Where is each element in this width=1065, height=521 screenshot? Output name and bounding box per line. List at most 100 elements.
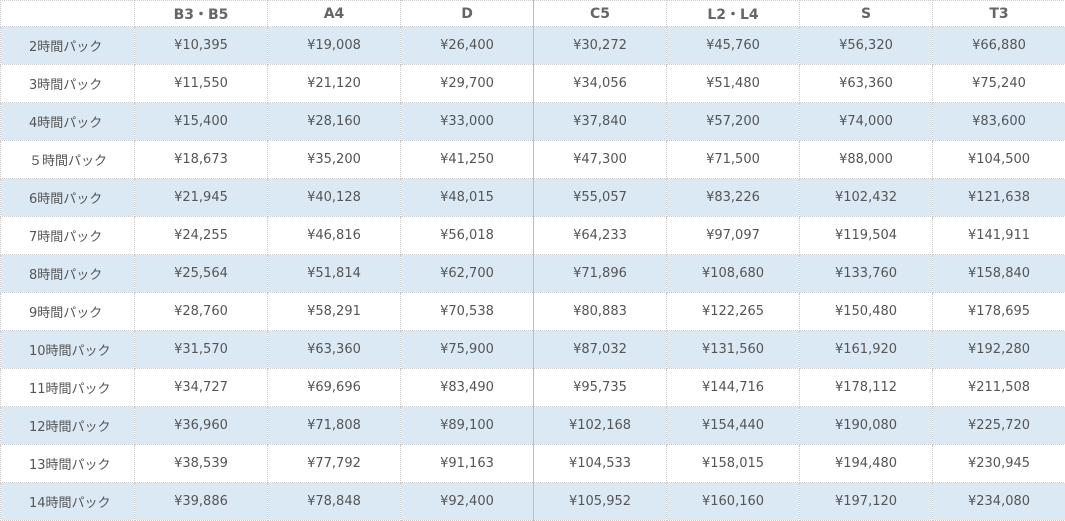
price-cell: ¥24,255: [135, 217, 268, 255]
price-cell: ¥75,900: [401, 331, 534, 369]
row-label: 2時間パック: [1, 27, 135, 65]
price-cell: ¥34,056: [534, 65, 667, 103]
price-cell: ¥63,360: [268, 331, 401, 369]
row-label: ５時間パック: [1, 141, 135, 179]
price-cell: ¥234,080: [933, 483, 1065, 521]
price-cell: ¥230,945: [933, 445, 1065, 483]
price-cell: ¥39,886: [135, 483, 268, 521]
price-cell: ¥63,360: [800, 65, 933, 103]
price-cell: ¥28,160: [268, 103, 401, 141]
table-row: 3時間パック¥11,550¥21,120¥29,700¥34,056¥51,48…: [1, 65, 1065, 103]
price-cell: ¥102,168: [534, 407, 667, 445]
price-cell: ¥104,500: [933, 141, 1065, 179]
price-cell: ¥83,226: [667, 179, 800, 217]
column-header: T3: [933, 1, 1065, 27]
price-cell: ¥194,480: [800, 445, 933, 483]
table-row: 7時間パック¥24,255¥46,816¥56,018¥64,233¥97,09…: [1, 217, 1065, 255]
price-cell: ¥83,600: [933, 103, 1065, 141]
price-cell: ¥158,015: [667, 445, 800, 483]
column-header: C5: [534, 1, 667, 27]
price-cell: ¥83,490: [401, 369, 534, 407]
price-cell: ¥133,760: [800, 255, 933, 293]
price-cell: ¥37,840: [534, 103, 667, 141]
price-cell: ¥211,508: [933, 369, 1065, 407]
table-row: 6時間パック¥21,945¥40,128¥48,015¥55,057¥83,22…: [1, 179, 1065, 217]
price-cell: ¥25,564: [135, 255, 268, 293]
table-row: 14時間パック¥39,886¥78,848¥92,400¥105,952¥160…: [1, 483, 1065, 521]
price-cell: ¥88,000: [800, 141, 933, 179]
column-header: S: [800, 1, 933, 27]
row-label: 4時間パック: [1, 103, 135, 141]
price-cell: ¥66,880: [933, 27, 1065, 65]
price-cell: ¥51,814: [268, 255, 401, 293]
price-cell: ¥26,400: [401, 27, 534, 65]
price-cell: ¥41,250: [401, 141, 534, 179]
price-cell: ¥97,097: [667, 217, 800, 255]
price-cell: ¥34,727: [135, 369, 268, 407]
row-label: 9時間パック: [1, 293, 135, 331]
price-cell: ¥178,695: [933, 293, 1065, 331]
price-cell: ¥122,265: [667, 293, 800, 331]
price-cell: ¥131,560: [667, 331, 800, 369]
price-cell: ¥40,128: [268, 179, 401, 217]
price-cell: ¥119,504: [800, 217, 933, 255]
price-cell: ¥178,112: [800, 369, 933, 407]
price-cell: ¥105,952: [534, 483, 667, 521]
table-row: 8時間パック¥25,564¥51,814¥62,700¥71,896¥108,6…: [1, 255, 1065, 293]
price-cell: ¥46,816: [268, 217, 401, 255]
row-label: 6時間パック: [1, 179, 135, 217]
row-label: 3時間パック: [1, 65, 135, 103]
price-cell: ¥33,000: [401, 103, 534, 141]
price-cell: ¥58,291: [268, 293, 401, 331]
row-label: 11時間パック: [1, 369, 135, 407]
price-cell: ¥150,480: [800, 293, 933, 331]
price-cell: ¥225,720: [933, 407, 1065, 445]
price-cell: ¥28,760: [135, 293, 268, 331]
price-cell: ¥56,320: [800, 27, 933, 65]
price-cell: ¥141,911: [933, 217, 1065, 255]
price-cell: ¥31,570: [135, 331, 268, 369]
price-cell: ¥36,960: [135, 407, 268, 445]
price-cell: ¥69,696: [268, 369, 401, 407]
price-cell: ¥102,432: [800, 179, 933, 217]
price-cell: ¥190,080: [800, 407, 933, 445]
table-row: 12時間パック¥36,960¥71,808¥89,100¥102,168¥154…: [1, 407, 1065, 445]
column-header: B3・B5: [135, 1, 268, 27]
price-cell: ¥30,272: [534, 27, 667, 65]
table-row: 11時間パック¥34,727¥69,696¥83,490¥95,735¥144,…: [1, 369, 1065, 407]
price-cell: ¥11,550: [135, 65, 268, 103]
column-header: D: [401, 1, 534, 27]
price-cell: ¥192,280: [933, 331, 1065, 369]
price-cell: ¥71,808: [268, 407, 401, 445]
table-row: 2時間パック¥10,395¥19,008¥26,400¥30,272¥45,76…: [1, 27, 1065, 65]
price-cell: ¥64,233: [534, 217, 667, 255]
row-label: 7時間パック: [1, 217, 135, 255]
price-cell: ¥55,057: [534, 179, 667, 217]
table-row: ５時間パック¥18,673¥35,200¥41,250¥47,300¥71,50…: [1, 141, 1065, 179]
row-label: 14時間パック: [1, 483, 135, 521]
price-cell: ¥197,120: [800, 483, 933, 521]
price-cell: ¥75,240: [933, 65, 1065, 103]
price-cell: ¥74,000: [800, 103, 933, 141]
price-cell: ¥47,300: [534, 141, 667, 179]
price-cell: ¥21,945: [135, 179, 268, 217]
price-cell: ¥45,760: [667, 27, 800, 65]
price-cell: ¥70,538: [401, 293, 534, 331]
price-cell: ¥108,680: [667, 255, 800, 293]
row-label: 8時間パック: [1, 255, 135, 293]
row-label: 13時間パック: [1, 445, 135, 483]
row-label: 10時間パック: [1, 331, 135, 369]
price-cell: ¥71,896: [534, 255, 667, 293]
table-row: 4時間パック¥15,400¥28,160¥33,000¥37,840¥57,20…: [1, 103, 1065, 141]
price-cell: ¥35,200: [268, 141, 401, 179]
table-body: 2時間パック¥10,395¥19,008¥26,400¥30,272¥45,76…: [1, 27, 1065, 521]
price-cell: ¥80,883: [534, 293, 667, 331]
price-cell: ¥78,848: [268, 483, 401, 521]
price-cell: ¥160,160: [667, 483, 800, 521]
price-cell: ¥15,400: [135, 103, 268, 141]
price-cell: ¥77,792: [268, 445, 401, 483]
table-row: 13時間パック¥38,539¥77,792¥91,163¥104,533¥158…: [1, 445, 1065, 483]
price-cell: ¥121,638: [933, 179, 1065, 217]
